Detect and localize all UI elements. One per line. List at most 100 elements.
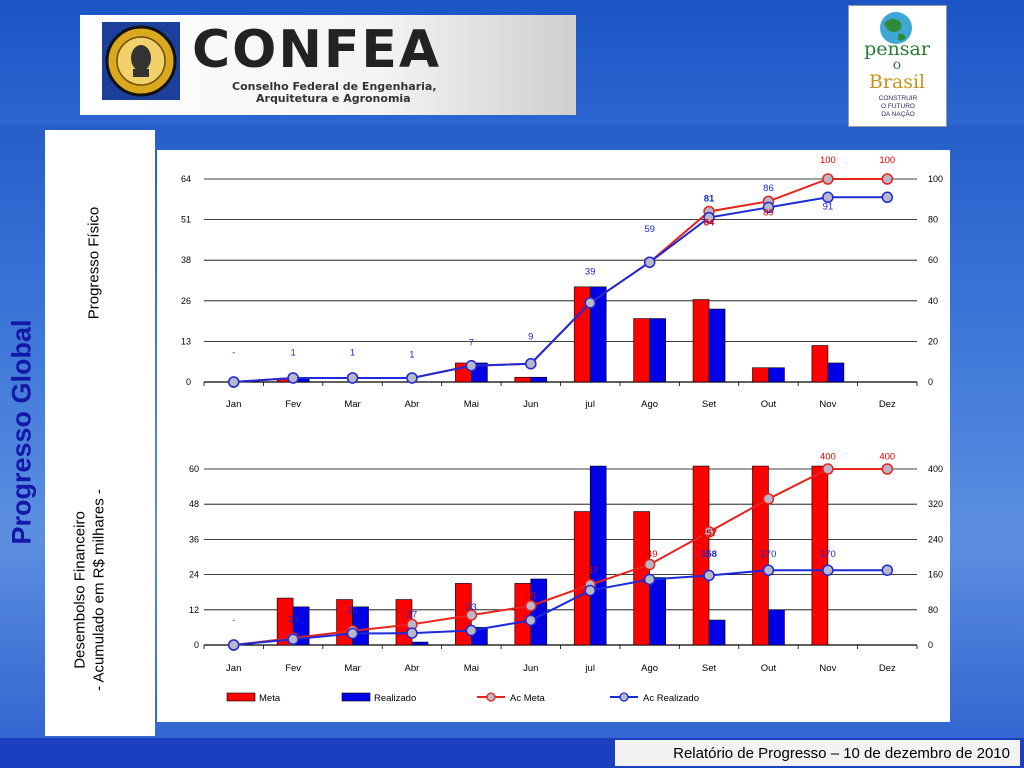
chart1-x-tick-label: Mai [464,399,479,410]
chart1-point-ac-realizado [287,372,299,384]
chart2-data-label: 257 [701,528,717,539]
chart1-point-ac-realizado [822,191,834,204]
chart2-y-right-tick: 320 [928,499,943,509]
chart2-point-ac-realizado [465,624,478,637]
chart2-bar-realizado [708,619,726,646]
legend-label: Realizado [374,693,416,704]
chart1-point-ac-realizado [525,357,537,370]
partner-tagline: CONSTRUIR O FUTURO DA NAÇÃO [878,95,918,118]
chart1-bar-meta [633,318,650,383]
chart1-y-left-tick: 13 [181,336,191,346]
chart2-point-ac-realizado [287,633,299,646]
chart2-x-tick-label: jul [584,663,595,674]
chart2-x-tick-label: Dez [879,663,896,674]
chart1-y-right-tick: 20 [928,336,938,346]
chart2-point-ac-realizado [227,639,240,651]
chart1-y-left-tick: 38 [181,255,191,265]
chart1-y-left-tick: 0 [186,377,191,387]
chart1-bar-realizado [589,286,607,383]
axis-title-panel [45,130,155,736]
chart1-x-tick-label: Fev [285,399,301,410]
chart2-bar-meta [573,511,591,646]
chart2-data-label: 26 [347,605,358,616]
chart1-point-ac-realizado [346,372,359,384]
legend-swatch-meta [226,692,256,702]
chart2-y-left-tick: 60 [189,464,199,474]
chart2-x-tick-label: Set [702,663,717,674]
chart2-x-tick-label: Abr [405,663,420,674]
chart1-data-label: 9 [528,331,533,342]
chart1-x-tick-label: Ago [641,399,658,410]
chart1-y-right-tick: 40 [928,296,938,306]
chart2-y-right-tick: 80 [928,605,938,615]
confea-wordmark: CONFEA [192,20,442,80]
legend-label: Meta [259,693,281,704]
chart1-point-ac-realizado [465,360,478,372]
chart1-x-tick-label: Jun [523,399,538,410]
chart1-data-label: 86 [763,183,774,194]
chart1-data-label: 81 [704,193,715,204]
chart2-y-axis-title: Desembolso Financeiro [71,511,89,669]
chart1-x-tick-label: Out [761,399,777,410]
chart2-data-label: - [232,615,235,626]
chart1-y-left-tick: 51 [181,215,191,225]
chart1-bar-realizado [768,367,785,383]
chart1-point-ac-meta [822,173,834,185]
chart1-x-tick-label: jul [584,399,595,410]
chart1-bar-realizado [708,308,726,383]
chart-panel: 0 0 13 20 26 40 38 60 51 80 64 100 Jan Fev Mar Abr Mai Ju… [157,150,950,722]
chart2-x-tick-label: Mar [344,663,360,674]
chart2-bar-meta [752,465,769,646]
chart1-point-ac-realizado [703,211,715,224]
chart1-y-axis-title: Progresso Físico [85,206,103,320]
chart2-point-ac-meta [703,526,715,538]
chart2-point-ac-meta [881,463,894,475]
chart1-y-right-tick: 60 [928,255,938,265]
chart1-data-label: 1 [290,348,295,359]
chart1-point-ac-realizado [584,297,596,309]
chart1-bar-realizado [827,362,845,383]
chart1-data-label: 89 [763,208,774,219]
chart1-point-ac-realizado [643,256,656,268]
chart2-data-label: 400 [879,451,895,462]
chart2-point-ac-realizado [703,569,715,582]
chart2-point-ac-realizado [822,564,834,576]
chart2-data-label: 13 [288,614,299,625]
slide-title: Progresso Global [6,319,37,545]
brasil-word: Brasil [868,71,926,93]
confea-seal-icon [102,22,180,100]
legend-label: Ac Meta [510,693,546,704]
chart2-x-tick-label: Fev [285,663,301,674]
footer-box [615,740,1020,766]
chart2-y-right-tick: 400 [928,464,943,474]
chart2-bar-realizado [530,578,548,646]
chart2-point-ac-realizado [643,573,656,586]
footer-text: Relatório de Progresso – 10 de dezembro … [673,745,1010,762]
chart1-y-left-tick: 64 [181,174,191,184]
chart2-point-ac-meta [822,463,834,475]
chart2-point-ac-realizado [406,627,418,639]
chart2-line-ac-realizado [233,569,888,646]
chart2-data-label: 33 [466,602,477,613]
chart2-y-right-tick: 0 [928,640,933,650]
confea-subtitle-line-1: Conselho Federal de Engenharia, [232,80,437,93]
chart2-y-right-tick: 160 [928,570,943,580]
chart1-data-label: 1 [350,348,355,359]
chart2-point-ac-meta [643,558,656,571]
chart2-point-ac-realizado [525,614,537,627]
chart1-line-ac-meta [233,178,888,383]
chart1-data-label: - [232,348,235,359]
chart2-x-tick-label: Jun [523,663,538,674]
chart2-y-left-tick: 36 [189,534,199,544]
chart2-data-label: 56 [526,590,537,601]
chart2-data-label: 27 [407,609,418,620]
chart1-data-label: 100 [879,155,895,166]
chart2-line-ac-meta [233,468,888,646]
chart2-point-ac-meta [762,493,775,505]
chart1-point-ac-realizado [762,201,775,214]
chart2-y-left-tick: 24 [189,570,199,580]
chart1-data-label: 59 [644,224,655,235]
chart2-data-label: 149 [642,549,658,560]
chart2-point-ac-meta [525,600,537,612]
